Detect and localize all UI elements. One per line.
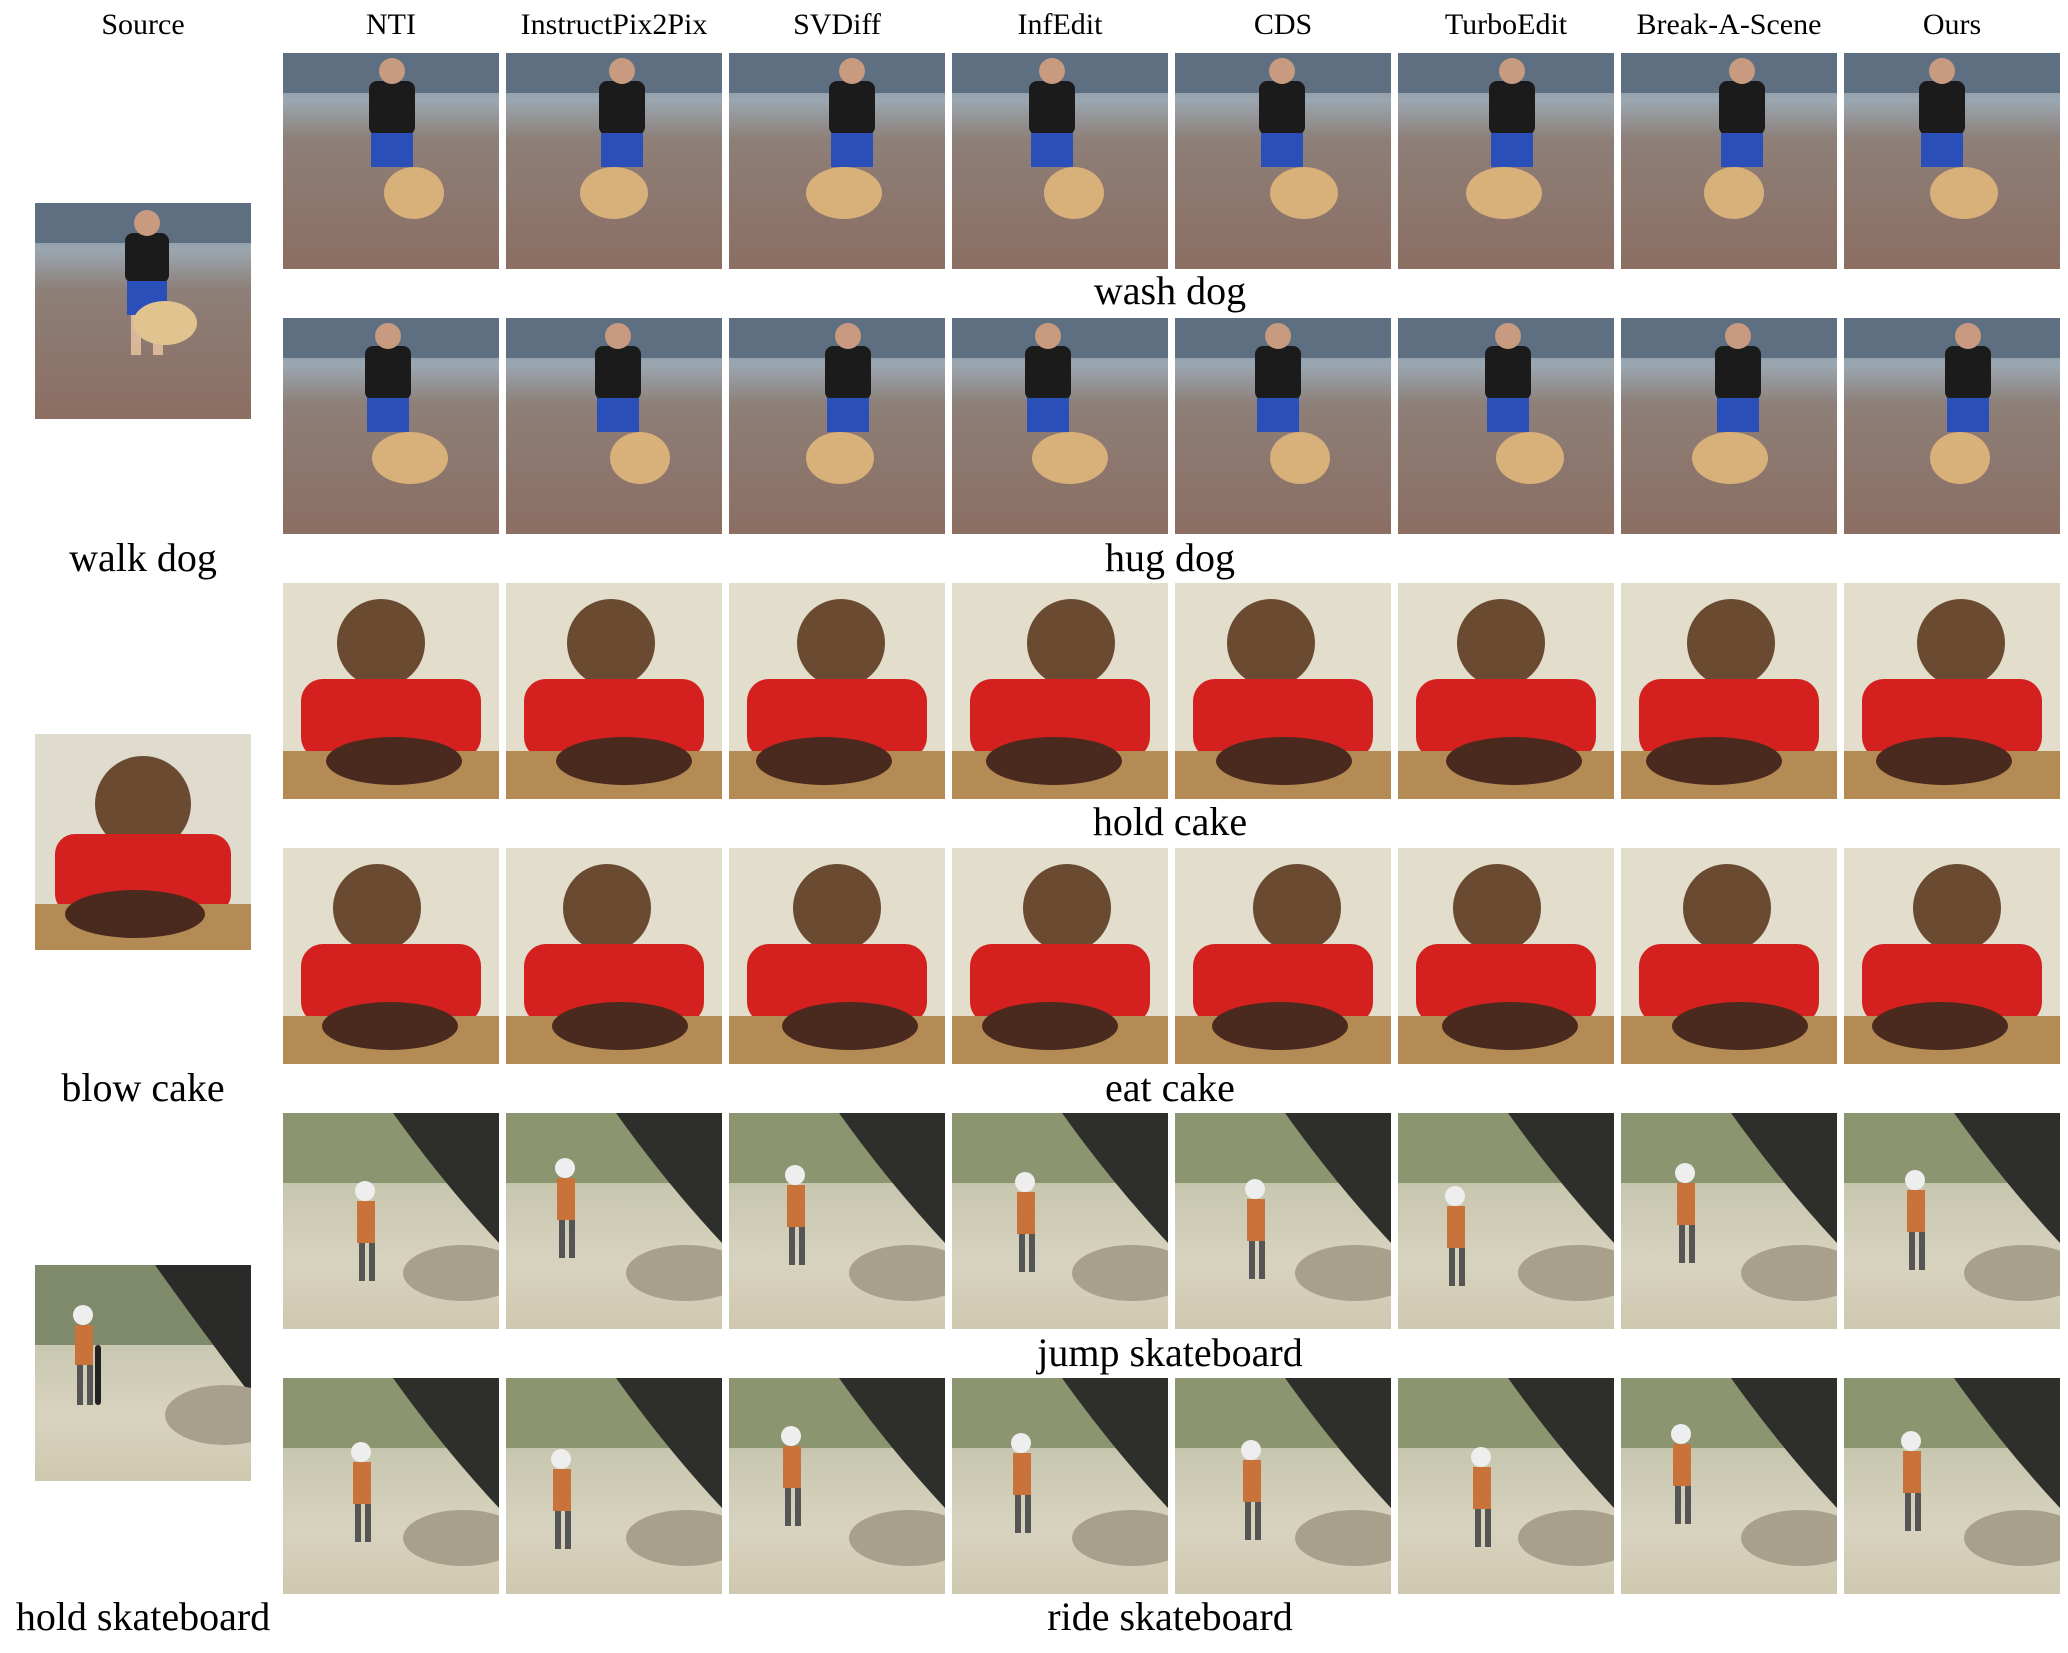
result-image-wash-dog-turboedit bbox=[1398, 53, 1614, 269]
source-image-walk-dog bbox=[35, 203, 251, 419]
result-image-eat-cake-turboedit bbox=[1398, 848, 1614, 1064]
result-image-ride-skateboard-ours bbox=[1844, 1378, 2060, 1594]
result-image-ride-skateboard-nti bbox=[283, 1378, 499, 1594]
source-label-blow-cake: blow cake bbox=[61, 1065, 225, 1110]
result-image-jump-skateboard-cds bbox=[1175, 1113, 1391, 1329]
result-image-jump-skateboard-nti bbox=[283, 1113, 499, 1329]
result-image-eat-cake-cds bbox=[1175, 848, 1391, 1064]
result-image-wash-dog-infedit bbox=[952, 53, 1168, 269]
result-image-ride-skateboard-cds bbox=[1175, 1378, 1391, 1594]
result-image-wash-dog-break-a-scene bbox=[1621, 53, 1837, 269]
result-image-jump-skateboard-turboedit bbox=[1398, 1113, 1614, 1329]
column-header-cds: CDS bbox=[1253, 8, 1313, 41]
row-label-jump-skateboard: jump skateboard bbox=[1037, 1330, 1303, 1375]
result-image-ride-skateboard-break-a-scene bbox=[1621, 1378, 1837, 1594]
result-image-hold-cake-instructpix2pix bbox=[506, 583, 722, 799]
result-image-ride-skateboard-svdiff bbox=[729, 1378, 945, 1594]
source-label-walk-dog: walk dog bbox=[69, 535, 217, 580]
result-image-eat-cake-instructpix2pix bbox=[506, 848, 722, 1064]
row-label-wash-dog: wash dog bbox=[1093, 268, 1247, 313]
result-image-eat-cake-ours bbox=[1844, 848, 2060, 1064]
result-image-hold-cake-cds bbox=[1175, 583, 1391, 799]
result-image-eat-cake-break-a-scene bbox=[1621, 848, 1837, 1064]
result-image-hug-dog-instructpix2pix bbox=[506, 318, 722, 534]
result-image-hold-cake-nti bbox=[283, 583, 499, 799]
result-image-hug-dog-infedit bbox=[952, 318, 1168, 534]
column-header-break-a-scene: Break-A-Scene bbox=[1636, 8, 1822, 41]
row-label-ride-skateboard: ride skateboard bbox=[1047, 1594, 1293, 1639]
result-image-jump-skateboard-svdiff bbox=[729, 1113, 945, 1329]
result-image-jump-skateboard-ours bbox=[1844, 1113, 2060, 1329]
result-image-hold-cake-svdiff bbox=[729, 583, 945, 799]
result-image-wash-dog-svdiff bbox=[729, 53, 945, 269]
result-image-ride-skateboard-turboedit bbox=[1398, 1378, 1614, 1594]
column-header-instructpix2pix: InstructPix2Pix bbox=[520, 8, 708, 41]
column-header-infedit: InfEdit bbox=[1017, 8, 1103, 41]
column-header-source: Source bbox=[101, 8, 185, 41]
row-label-eat-cake: eat cake bbox=[1105, 1065, 1235, 1110]
result-image-ride-skateboard-instructpix2pix bbox=[506, 1378, 722, 1594]
row-label-hug-dog: hug dog bbox=[1105, 535, 1235, 580]
result-image-eat-cake-infedit bbox=[952, 848, 1168, 1064]
column-header-svdiff: SVDiff bbox=[793, 8, 881, 41]
result-image-hug-dog-ours bbox=[1844, 318, 2060, 534]
column-header-nti: NTI bbox=[366, 8, 416, 41]
result-image-eat-cake-svdiff bbox=[729, 848, 945, 1064]
result-image-hug-dog-nti bbox=[283, 318, 499, 534]
result-image-hold-cake-turboedit bbox=[1398, 583, 1614, 799]
result-image-jump-skateboard-break-a-scene bbox=[1621, 1113, 1837, 1329]
result-image-hug-dog-turboedit bbox=[1398, 318, 1614, 534]
result-image-ride-skateboard-infedit bbox=[952, 1378, 1168, 1594]
result-image-jump-skateboard-instructpix2pix bbox=[506, 1113, 722, 1329]
result-image-hold-cake-ours bbox=[1844, 583, 2060, 799]
result-image-wash-dog-ours bbox=[1844, 53, 2060, 269]
source-image-blow-cake bbox=[35, 734, 251, 950]
column-header-ours: Ours bbox=[1922, 8, 1982, 41]
row-label-hold-cake: hold cake bbox=[1092, 799, 1248, 844]
column-header-turboedit: TurboEdit bbox=[1444, 8, 1568, 41]
source-label-hold-skateboard: hold skateboard bbox=[15, 1594, 271, 1639]
result-image-jump-skateboard-infedit bbox=[952, 1113, 1168, 1329]
result-image-hug-dog-svdiff bbox=[729, 318, 945, 534]
result-image-hug-dog-cds bbox=[1175, 318, 1391, 534]
result-image-hold-cake-break-a-scene bbox=[1621, 583, 1837, 799]
result-image-wash-dog-instructpix2pix bbox=[506, 53, 722, 269]
result-image-hold-cake-infedit bbox=[952, 583, 1168, 799]
source-image-hold-skateboard bbox=[35, 1265, 251, 1481]
result-image-eat-cake-nti bbox=[283, 848, 499, 1064]
result-image-wash-dog-nti bbox=[283, 53, 499, 269]
result-image-wash-dog-cds bbox=[1175, 53, 1391, 269]
result-image-hug-dog-break-a-scene bbox=[1621, 318, 1837, 534]
